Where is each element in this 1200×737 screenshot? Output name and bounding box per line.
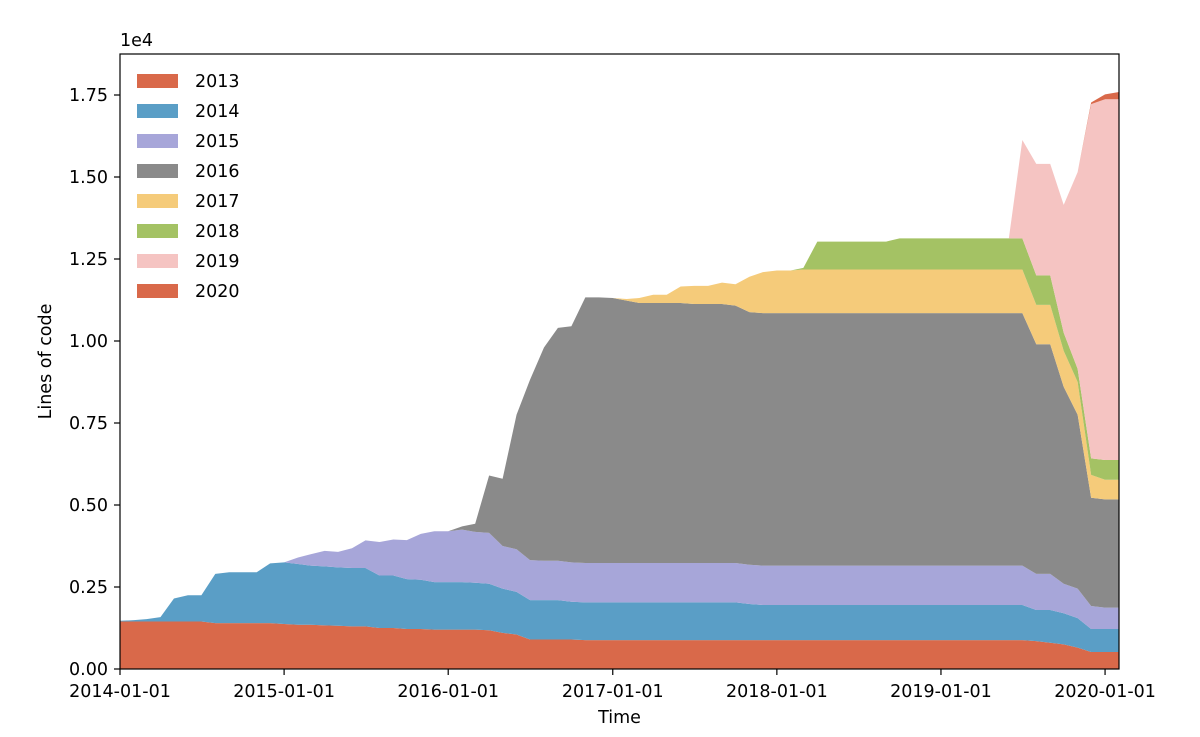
area-series-2017 <box>120 269 1119 621</box>
x-tick-label: 2015-01-01 <box>233 682 335 702</box>
y-tick-label: 1.50 <box>69 168 108 188</box>
x-tick-label: 2014-01-01 <box>69 682 171 702</box>
y-tick-label: 1.25 <box>69 250 108 270</box>
legend-swatch-2013 <box>137 74 178 88</box>
y-axis-ticks: 0.00 0.25 0.50 0.75 1.00 1.25 1.50 1.75 <box>69 86 120 680</box>
legend-swatch-2016 <box>137 164 178 178</box>
legend-label-2017: 2017 <box>195 192 240 212</box>
legend-swatch-2015 <box>137 134 178 148</box>
y-axis-label: Lines of code <box>36 304 56 420</box>
legend-swatch-2018 <box>137 224 178 238</box>
y-tick-label: 0.75 <box>69 414 108 434</box>
x-axis-ticks: 2014-01-01 2015-01-01 2016-01-01 2017-01-01… <box>69 669 1156 702</box>
plot-frame <box>119 53 1120 670</box>
legend-swatch-2014 <box>137 104 178 118</box>
y-tick-label: 0.25 <box>69 578 108 598</box>
y-tick-label: 1.75 <box>69 86 108 106</box>
legend-label-2018: 2018 <box>195 222 240 242</box>
y-tick-label: 0.00 <box>69 660 108 680</box>
legend-label-2020: 2020 <box>195 282 240 302</box>
y-scale-multiplier: 1e4 <box>120 31 153 51</box>
y-tick-label: 1.00 <box>69 332 108 352</box>
x-tick-label: 2020-01-01 <box>1054 682 1156 702</box>
legend: 2013 2014 2015 2016 2017 2018 2019 2020 <box>137 72 240 302</box>
area-series-2016 <box>120 297 1119 621</box>
x-tick-label: 2016-01-01 <box>397 682 499 702</box>
legend-swatch-2020 <box>137 284 178 298</box>
legend-label-2016: 2016 <box>195 162 240 182</box>
legend-label-2015: 2015 <box>195 132 240 152</box>
area-series-2013 <box>120 621 1119 669</box>
legend-swatch-2017 <box>137 194 178 208</box>
legend-label-2013: 2013 <box>195 72 240 92</box>
area-series-group <box>120 92 1119 669</box>
x-axis-label: Time <box>597 708 641 728</box>
area-series-2014 <box>120 562 1119 652</box>
legend-label-2014: 2014 <box>195 102 240 122</box>
x-tick-label: 2018-01-01 <box>726 682 828 702</box>
area-series-2015 <box>120 529 1119 629</box>
x-tick-label: 2017-01-01 <box>562 682 664 702</box>
legend-label-2019: 2019 <box>195 252 240 272</box>
x-tick-label: 2019-01-01 <box>890 682 992 702</box>
legend-swatch-2019 <box>137 254 178 268</box>
y-tick-label: 0.50 <box>69 496 108 516</box>
